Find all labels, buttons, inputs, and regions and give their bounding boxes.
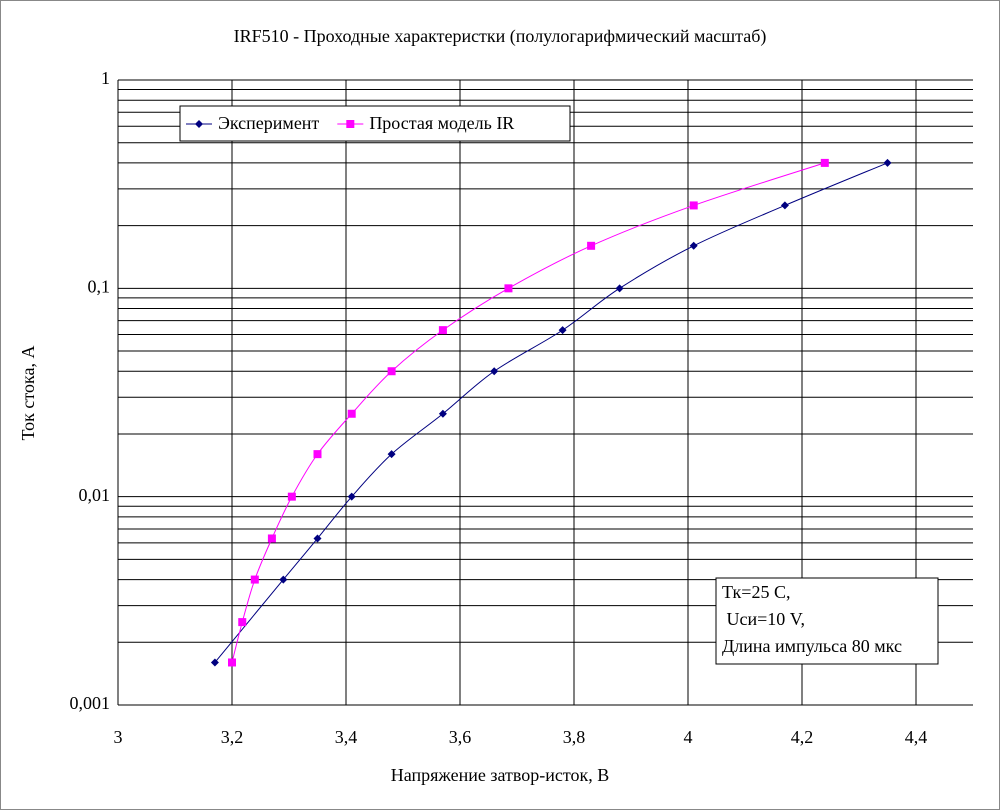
data-point	[689, 241, 698, 250]
data-point	[504, 284, 513, 293]
legend: Эксперимент Простая модель IR	[179, 105, 571, 142]
data-point	[267, 534, 276, 543]
data-point	[883, 158, 892, 167]
x-tick-label: 4,4	[905, 727, 928, 747]
data-point	[347, 409, 356, 418]
data-point	[820, 158, 829, 167]
legend-label: Простая модель IR	[369, 113, 514, 133]
annotation-text: Тк=25 С,	[722, 582, 790, 602]
y-tick-label: 0,1	[88, 276, 111, 296]
data-point	[313, 534, 322, 543]
data-point	[287, 492, 296, 501]
x-tick-label: 3,2	[221, 727, 244, 747]
legend-label: Эксперимент	[218, 113, 319, 133]
y-axis-label: Ток стока, А	[18, 346, 38, 441]
data-point	[238, 618, 247, 627]
annotation-box	[715, 577, 939, 665]
data-point	[347, 492, 356, 501]
data-point	[228, 658, 236, 667]
data-point	[250, 575, 259, 584]
data-point	[587, 241, 596, 250]
annotation-text: Длина импульса 80 мкс	[722, 636, 902, 656]
y-tick-label: 0,001	[70, 693, 111, 713]
x-tick-label: 3,6	[449, 727, 472, 747]
x-axis-label: Напряжение затвор-исток, В	[391, 765, 609, 785]
data-point	[780, 201, 789, 210]
data-point	[210, 658, 219, 667]
x-tick-label: 3	[114, 727, 123, 747]
legend-box	[179, 105, 571, 142]
data-point	[490, 367, 499, 376]
data-point	[438, 409, 447, 418]
data-point	[615, 284, 624, 293]
y-tick-label: 1	[101, 68, 110, 88]
data-point	[438, 326, 447, 335]
series-line	[231, 162, 825, 663]
series-line	[214, 162, 888, 663]
x-tick-label: 4	[684, 727, 693, 747]
data-point	[313, 450, 322, 459]
data-point	[689, 201, 698, 210]
x-tick-label: 3,4	[335, 727, 358, 747]
y-tick-label: 0,01	[79, 485, 111, 505]
legend-marker	[195, 120, 203, 128]
legend-marker	[346, 120, 355, 128]
data-point	[279, 575, 288, 584]
data-point	[387, 450, 396, 459]
x-tick-label: 3,8	[563, 727, 586, 747]
data-point	[558, 326, 567, 335]
annotation-text: Uси=10 V,	[722, 609, 805, 629]
data-point	[387, 367, 396, 376]
chart-title: IRF510 - Проходные характеристки (полуло…	[234, 26, 767, 47]
x-tick-label: 4,2	[791, 727, 814, 747]
